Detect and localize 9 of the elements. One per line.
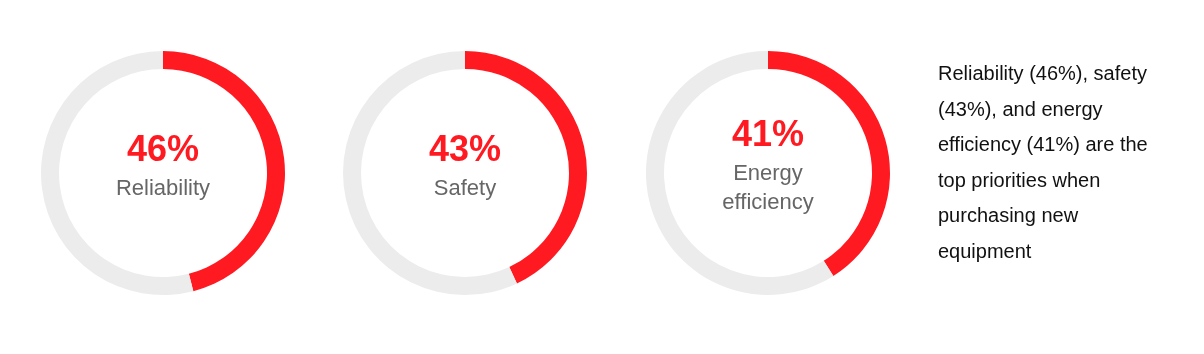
data-label: 43% bbox=[428, 128, 502, 169]
data-label: 46% bbox=[126, 128, 200, 169]
donut-slice bbox=[646, 51, 834, 295]
donut-slice bbox=[343, 51, 517, 295]
text: Reliability (46%), safety (43%), and energy efficiency (41%) are the top priorities when purchasing new equipment bbox=[938, 61, 1149, 264]
slice-label: Energy efficiency bbox=[722, 160, 814, 214]
slice-label: Safety bbox=[433, 175, 497, 200]
slice-label: Reliability bbox=[115, 175, 211, 200]
data-label: 41% bbox=[731, 113, 805, 154]
